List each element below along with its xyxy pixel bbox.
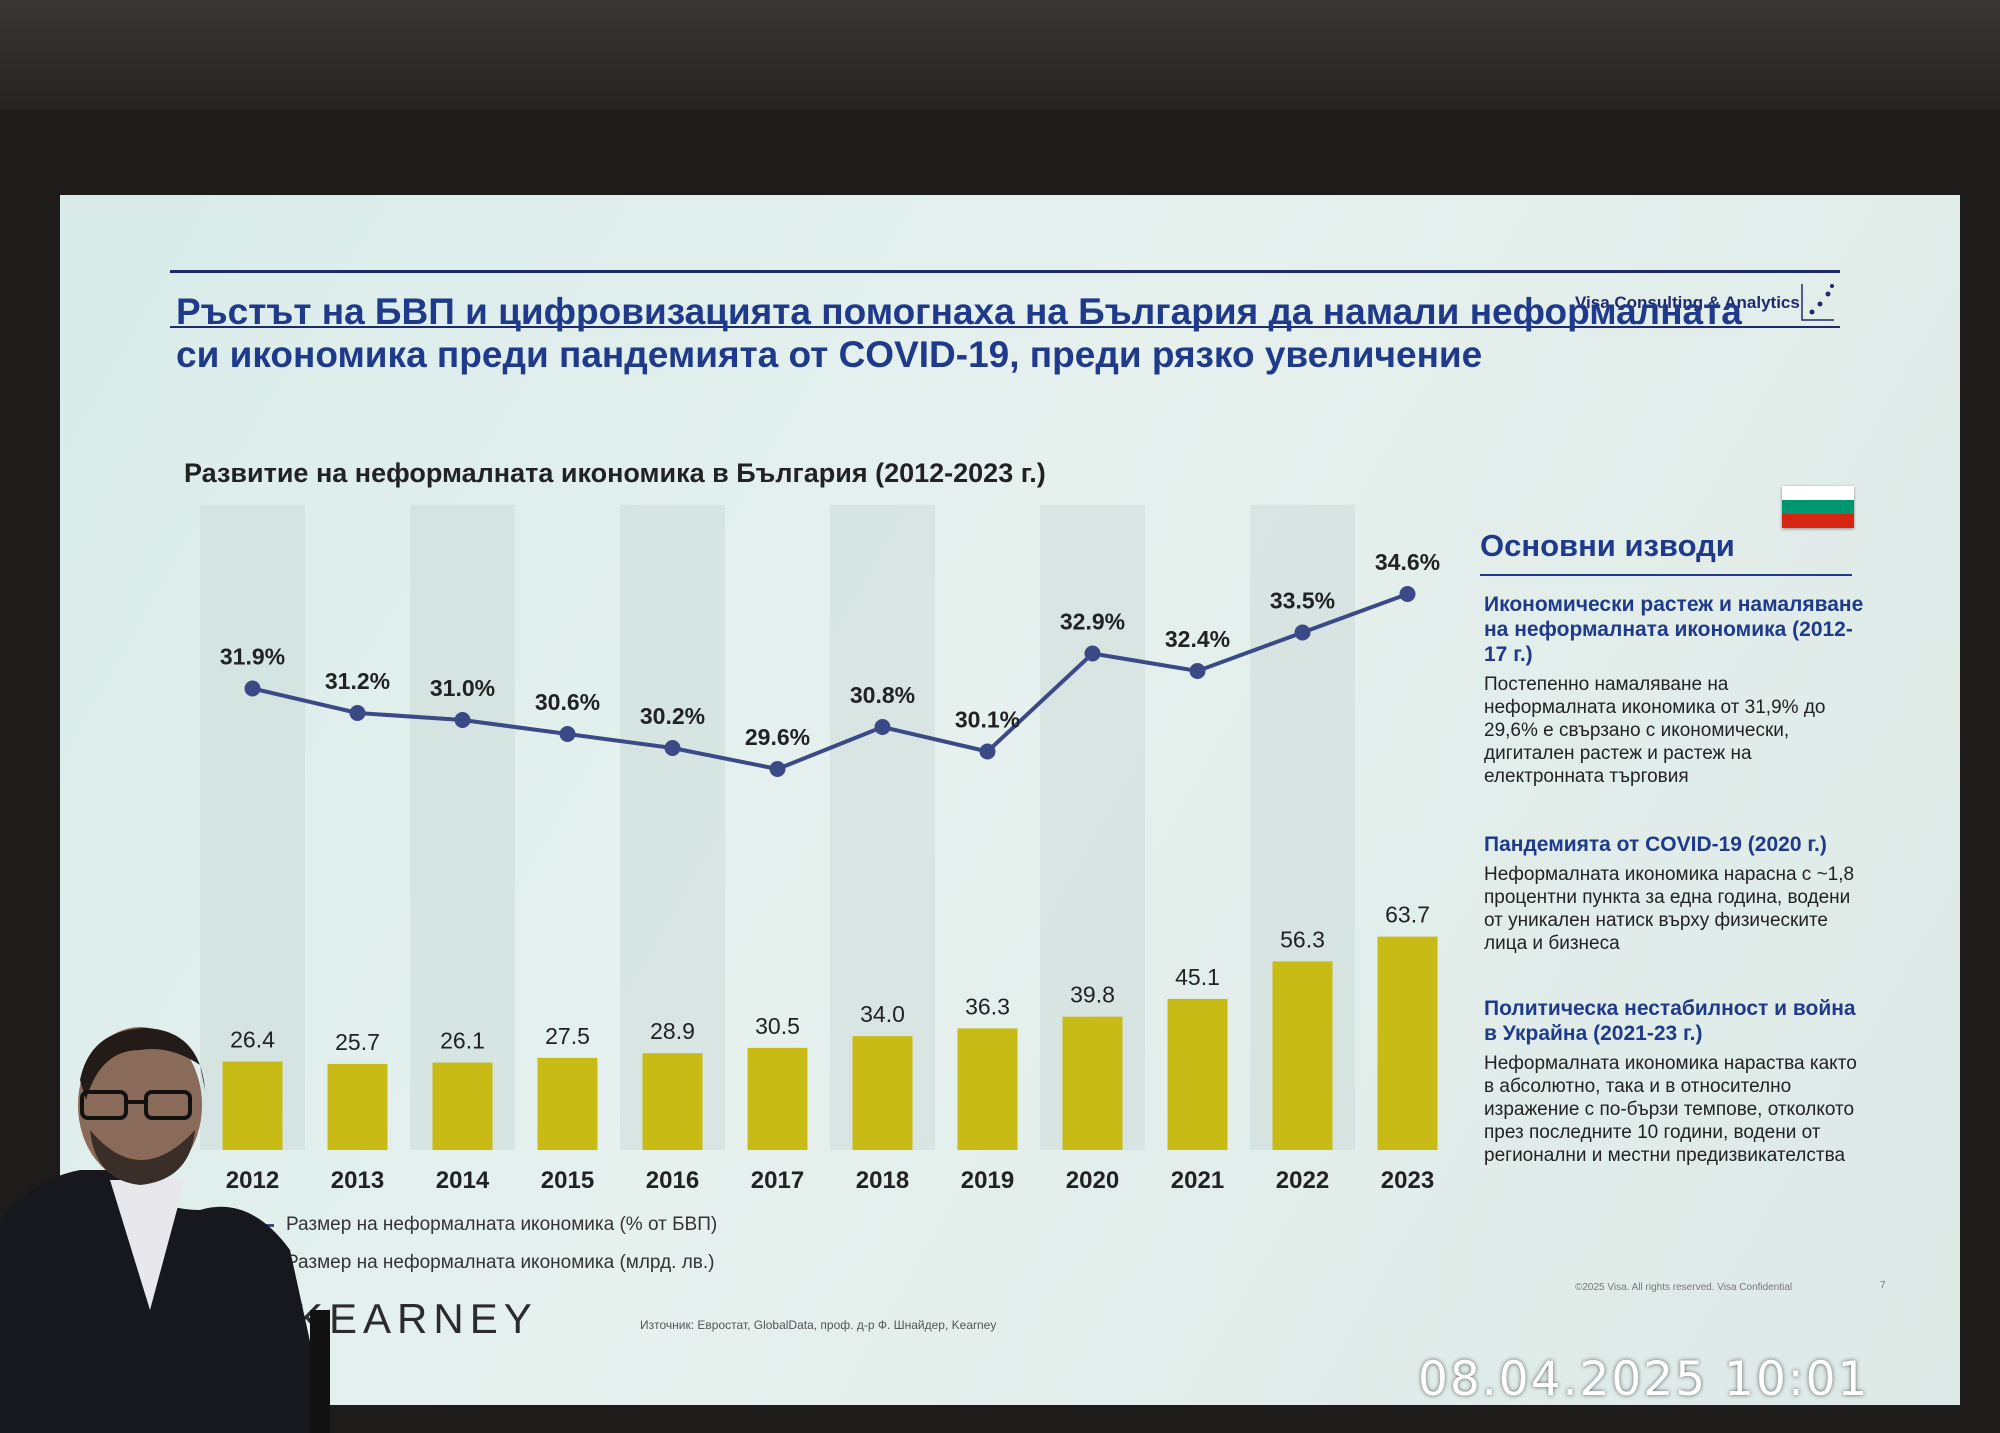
line-point-2012 — [244, 680, 261, 697]
finding-2: Пандемията от COVID-19 (2020 г.) Неформа… — [1484, 832, 1864, 955]
projection-screen — [60, 195, 1960, 1405]
line-value-label: 34.6% — [1375, 549, 1440, 575]
line-value-label: 32.4% — [1165, 626, 1230, 652]
line-value-label: 30.1% — [955, 707, 1020, 733]
line-point-2014 — [454, 712, 471, 728]
line-value-label: 30.8% — [850, 682, 915, 708]
bar-value-label: 36.3 — [965, 993, 1010, 1019]
bar-2014 — [432, 1062, 493, 1150]
category-label: 2016 — [646, 1167, 699, 1194]
line-point-2016 — [664, 740, 681, 756]
bar-value-label: 28.9 — [650, 1018, 695, 1044]
brand-label: Visa Consulting & Analytics — [1575, 293, 1800, 312]
bar-value-label: 45.1 — [1175, 964, 1220, 990]
slide-headline: Ръстът на БВП и цифровизацията помогнаха… — [176, 291, 1742, 375]
bar-2023 — [1377, 936, 1438, 1150]
line-value-label: 32.9% — [1060, 609, 1125, 635]
column-band — [620, 505, 725, 1150]
bar-2013 — [327, 1063, 388, 1150]
photo-timestamp: 08.04.2025 10:01 — [1418, 1352, 1870, 1407]
bar-2020 — [1062, 1016, 1123, 1150]
bar-value-label: 63.7 — [1385, 902, 1430, 928]
line-point-2013 — [349, 705, 366, 721]
bar-value-label: 39.8 — [1070, 982, 1115, 1008]
line-value-label: 31.0% — [430, 675, 495, 701]
line-point-2023 — [1399, 586, 1416, 602]
bar-value-label: 56.3 — [1280, 926, 1325, 952]
line-point-2022 — [1294, 624, 1311, 641]
category-label: 2017 — [751, 1167, 804, 1194]
line-point-2015 — [559, 726, 576, 742]
line-value-label: 31.9% — [220, 644, 285, 670]
bar-2012 — [222, 1061, 283, 1150]
line-point-2020 — [1084, 645, 1101, 662]
line-value-label: 33.5% — [1270, 588, 1335, 614]
bar-2021 — [1167, 998, 1228, 1150]
header-rule — [170, 326, 1840, 328]
category-label: 2012 — [226, 1167, 279, 1194]
category-label: 2020 — [1066, 1167, 1119, 1194]
line-point-2021 — [1189, 663, 1206, 679]
finding-1-head: Икономически растеж и намаляване на нефо… — [1484, 593, 1864, 666]
finding-2-head: Пандемията от COVID-19 (2020 г.) — [1484, 833, 1827, 856]
category-label: 2019 — [961, 1167, 1014, 1194]
category-label: 2021 — [1171, 1167, 1224, 1194]
bar-value-label: 34.0 — [860, 1001, 905, 1027]
bar-value-label: 26.1 — [440, 1028, 485, 1054]
line-point-2018 — [874, 719, 891, 735]
bar-2017 — [747, 1047, 808, 1150]
category-label: 2023 — [1381, 1167, 1434, 1194]
bar-2019 — [957, 1028, 1018, 1150]
finding-3-head: Политическа нестабилност и война в Украй… — [1484, 997, 1856, 1045]
source-note: Източник: Евростат, GlobalData, проф. д-… — [640, 1318, 997, 1332]
line-point-2017 — [769, 761, 786, 777]
line-value-label: 30.2% — [640, 703, 705, 729]
pct-gdp-line — [252, 592, 1409, 772]
finding-3: Политическа нестабилност и война в Украй… — [1484, 996, 1864, 1167]
category-label: 2015 — [541, 1167, 594, 1194]
category-label: 2013 — [331, 1167, 384, 1194]
category-label: 2022 — [1276, 1167, 1329, 1194]
findings-rule — [1480, 574, 1852, 576]
brand-icon — [1801, 284, 1834, 321]
page-number: 7 — [1880, 1280, 1886, 1291]
column-band — [410, 505, 515, 1150]
bar-2015 — [537, 1057, 598, 1150]
bulgaria-flag-icon — [1782, 486, 1854, 528]
chart-title: Развитие на неформалната икономика в Бъл… — [184, 458, 1046, 488]
legend-line-label: Размер на неформалната икономика (% от Б… — [286, 1214, 718, 1235]
column-band — [200, 505, 305, 1150]
bar-value-label: 26.4 — [230, 1027, 275, 1053]
line-value-label: 31.2% — [325, 668, 390, 694]
kearney-logo: KEARNEY — [295, 1295, 538, 1342]
copyright-note: ©2025 Visa. All rights reserved. Visa Co… — [1575, 1282, 1793, 1293]
line-value-label: 30.6% — [535, 689, 600, 715]
finding-3-body: Неформалната икономика нараства както в … — [1484, 1053, 1857, 1166]
bar-value-label: 27.5 — [545, 1023, 590, 1049]
finding-1-body: Постепенно намаляване на неформалната ик… — [1484, 674, 1826, 787]
bar-value-label: 30.5 — [755, 1013, 800, 1039]
ceiling — [0, 0, 2000, 110]
slide-top-rule — [170, 270, 1840, 273]
line-value-label: 29.6% — [745, 724, 810, 750]
finding-1: Икономически растеж и намаляване на нефо… — [1484, 592, 1864, 788]
speaker-silhouette — [0, 1027, 330, 1433]
findings-title: Основни изводи — [1480, 528, 1735, 563]
bar-value-label: 25.7 — [335, 1029, 380, 1055]
category-label: 2018 — [856, 1167, 909, 1194]
bar-2016 — [642, 1053, 703, 1150]
legend-bar-label: Размер на неформалната икономика (млрд. … — [286, 1252, 715, 1273]
bar-2022 — [1272, 961, 1333, 1150]
category-label: 2014 — [436, 1167, 490, 1194]
line-point-2019 — [979, 743, 996, 760]
bar-2018 — [852, 1036, 913, 1150]
finding-2-body: Неформалната икономика нараснa с ~1,8 пр… — [1484, 864, 1855, 954]
